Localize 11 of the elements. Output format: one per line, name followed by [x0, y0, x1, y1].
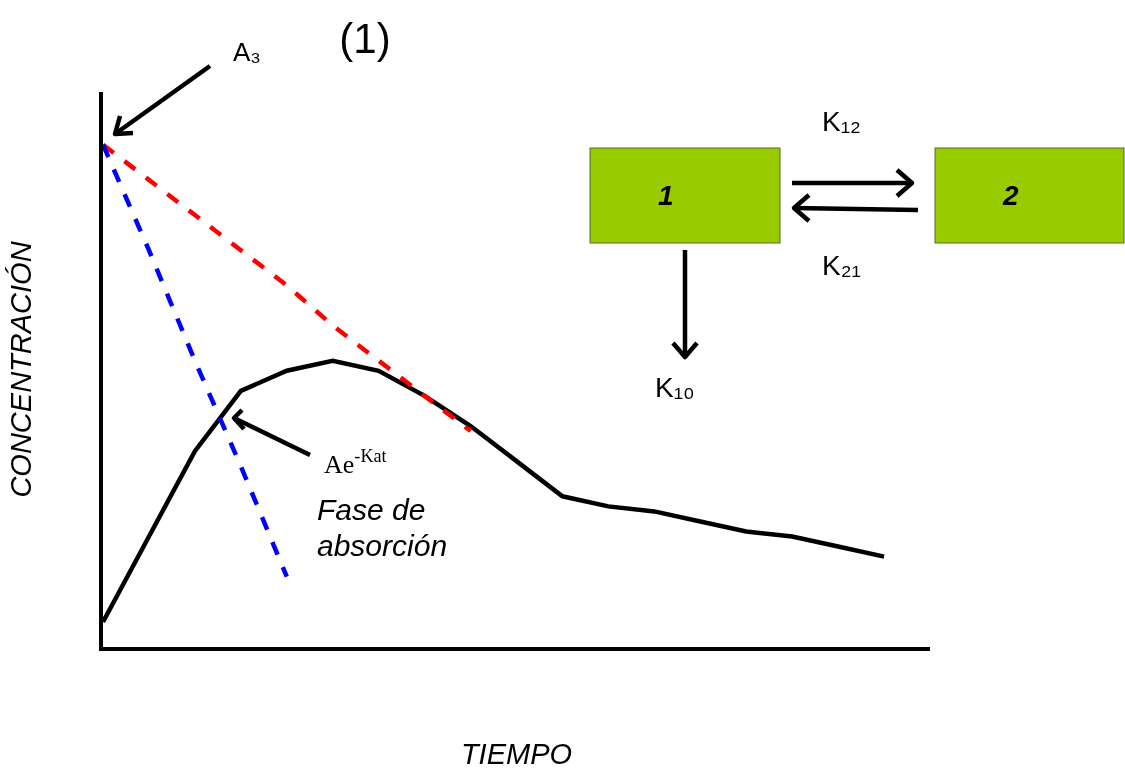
annotation: K₁₀: [655, 372, 695, 404]
chart-title: (1): [339, 14, 391, 62]
y-axis-title: CONCENTRACIÓN: [4, 241, 37, 498]
text: A₃: [233, 37, 261, 67]
x-axis-title: TIEMPO: [460, 738, 573, 771]
annotation: Fase de absorción: [317, 492, 449, 564]
annotation: Ae$^{-Kat}$: [324, 446, 387, 479]
annotation: K₂₁: [822, 250, 861, 282]
annotation: 1: [658, 180, 674, 212]
text: 2: [1003, 180, 1019, 212]
text: K₁₂: [822, 106, 861, 138]
